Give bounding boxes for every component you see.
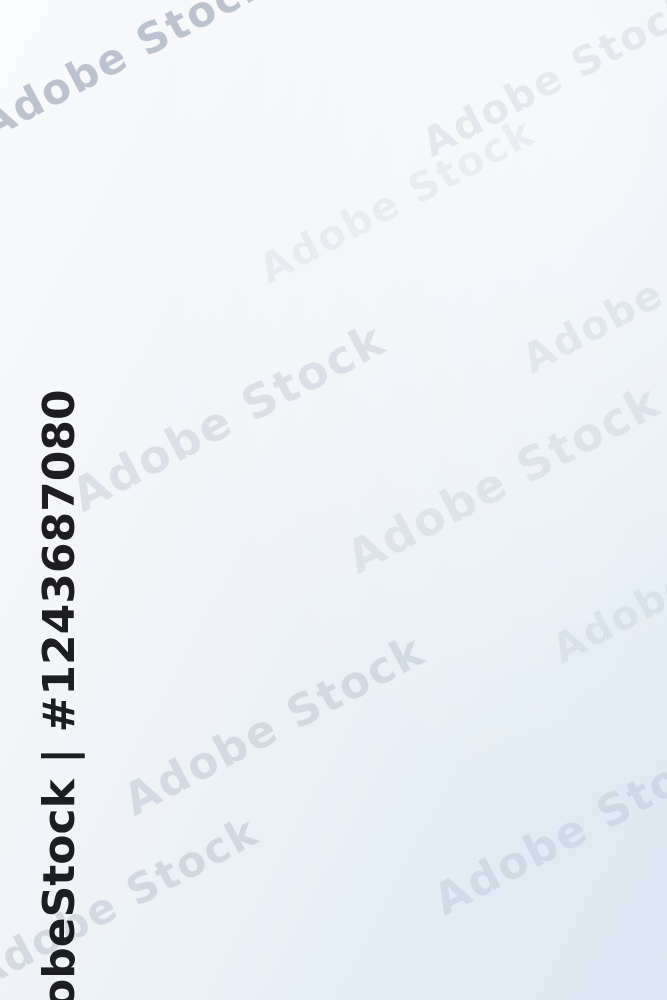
stock-id-watermark: obeStock | #1243687080 [34, 389, 85, 1000]
